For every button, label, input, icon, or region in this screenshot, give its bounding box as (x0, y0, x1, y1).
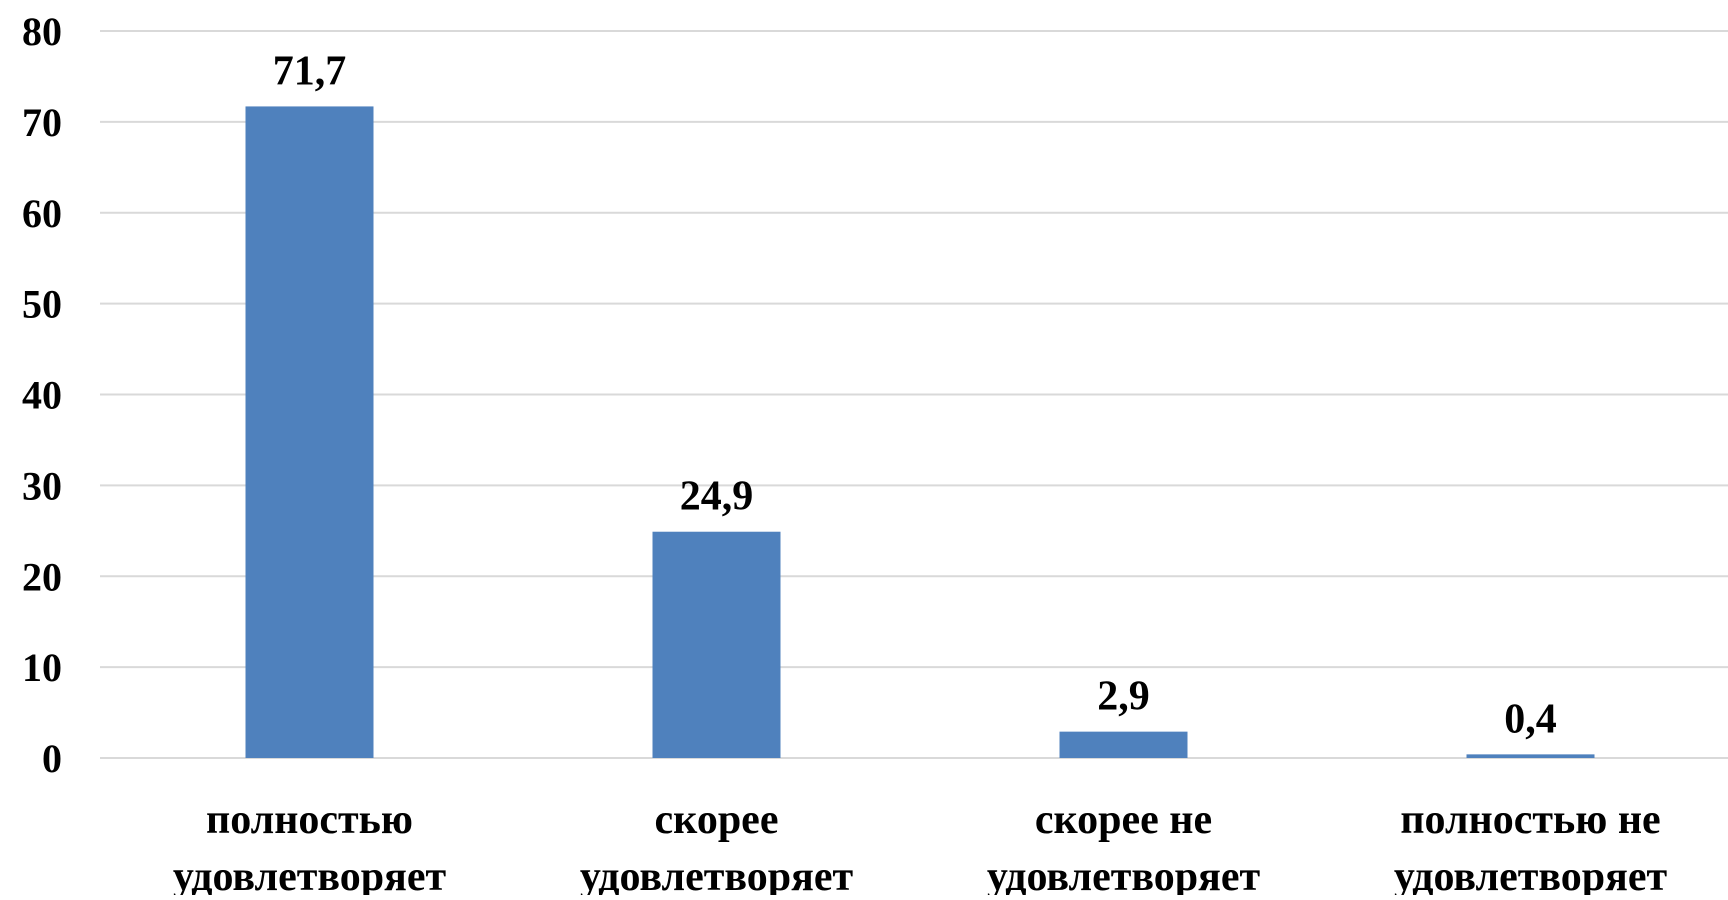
category-label-2-line-1: скорее (655, 797, 779, 843)
y-tick-label-70: 70 (22, 100, 62, 145)
category-label-3-line-2: удовлетворяет (987, 854, 1261, 895)
y-tick-label-0: 0 (42, 736, 62, 781)
category-label-2-line-2: удовлетворяет (580, 854, 854, 895)
bar-3 (1059, 731, 1188, 758)
y-tick-label-40: 40 (22, 373, 62, 418)
y-tick-label-20: 20 (22, 554, 62, 599)
y-tick-label-10: 10 (22, 645, 62, 690)
y-tick-label-30: 30 (22, 463, 62, 508)
data-label-3: 2,9 (1097, 674, 1150, 720)
bars (245, 106, 1595, 758)
category-label-3-line-1: скорее не (1035, 797, 1212, 843)
x-axis-category-labels: полностью удовлетворяет скорее удовлетворяе… (173, 797, 1668, 900)
category-label-4-line-2: удовлетворяет (1394, 854, 1668, 895)
category-label-1-line-2: удовлетворяет (173, 854, 447, 895)
category-label-1-line-1: полностью (206, 797, 413, 843)
data-label-2: 24,9 (680, 474, 754, 520)
bar-1 (245, 106, 374, 758)
data-label-4: 0,4 (1504, 696, 1557, 742)
category-label-4-line-1: полностью не (1400, 797, 1660, 843)
data-label-1: 71,7 (273, 48, 347, 94)
y-tick-label-80: 80 (22, 9, 62, 54)
y-tick-label-60: 60 (22, 191, 62, 236)
bar-4 (1466, 754, 1595, 758)
y-tick-label-50: 50 (22, 282, 62, 327)
y-axis-tick-labels: 0 10 20 30 40 50 60 70 80 (22, 9, 62, 781)
bar-2 (652, 531, 781, 758)
data-labels: 71,7 24,9 2,9 0,4 (273, 48, 1557, 742)
